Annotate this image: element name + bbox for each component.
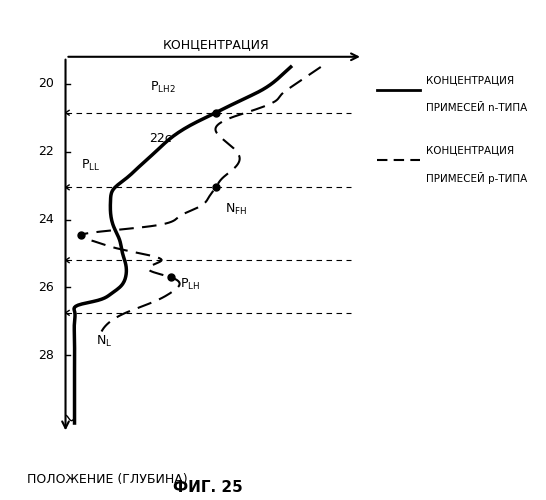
Text: ПОЛОЖЕНИЕ (ГЛУБИНА): ПОЛОЖЕНИЕ (ГЛУБИНА) <box>27 474 188 486</box>
Text: P$_{\rm LL}$: P$_{\rm LL}$ <box>81 158 100 173</box>
Text: ПРИМЕСЕЙ р-ТИПА: ПРИМЕСЕЙ р-ТИПА <box>426 172 527 184</box>
Text: КОНЦЕНТРАЦИЯ: КОНЦЕНТРАЦИЯ <box>426 75 514 85</box>
Text: ФИГ. 25: ФИГ. 25 <box>173 480 242 495</box>
Text: 28: 28 <box>38 348 54 362</box>
Text: 22c: 22c <box>150 132 173 144</box>
Text: КОНЦЕНТРАЦИЯ: КОНЦЕНТРАЦИЯ <box>426 145 514 155</box>
Text: 22: 22 <box>38 145 54 158</box>
Text: 24: 24 <box>38 213 54 226</box>
Text: КОНЦЕНТРАЦИЯ: КОНЦЕНТРАЦИЯ <box>162 38 269 52</box>
Text: N$_{\rm FH}$: N$_{\rm FH}$ <box>225 202 247 217</box>
Text: P$_{\rm LH2}$: P$_{\rm LH2}$ <box>150 80 175 95</box>
Text: 26: 26 <box>38 281 54 294</box>
Text: P$_{\rm LH}$: P$_{\rm LH}$ <box>180 276 200 291</box>
Text: N$_{\rm L}$: N$_{\rm L}$ <box>96 334 112 349</box>
Text: ПРИМЕСЕЙ n-ТИПА: ПРИМЕСЕЙ n-ТИПА <box>426 102 527 113</box>
Text: 20: 20 <box>38 78 54 90</box>
